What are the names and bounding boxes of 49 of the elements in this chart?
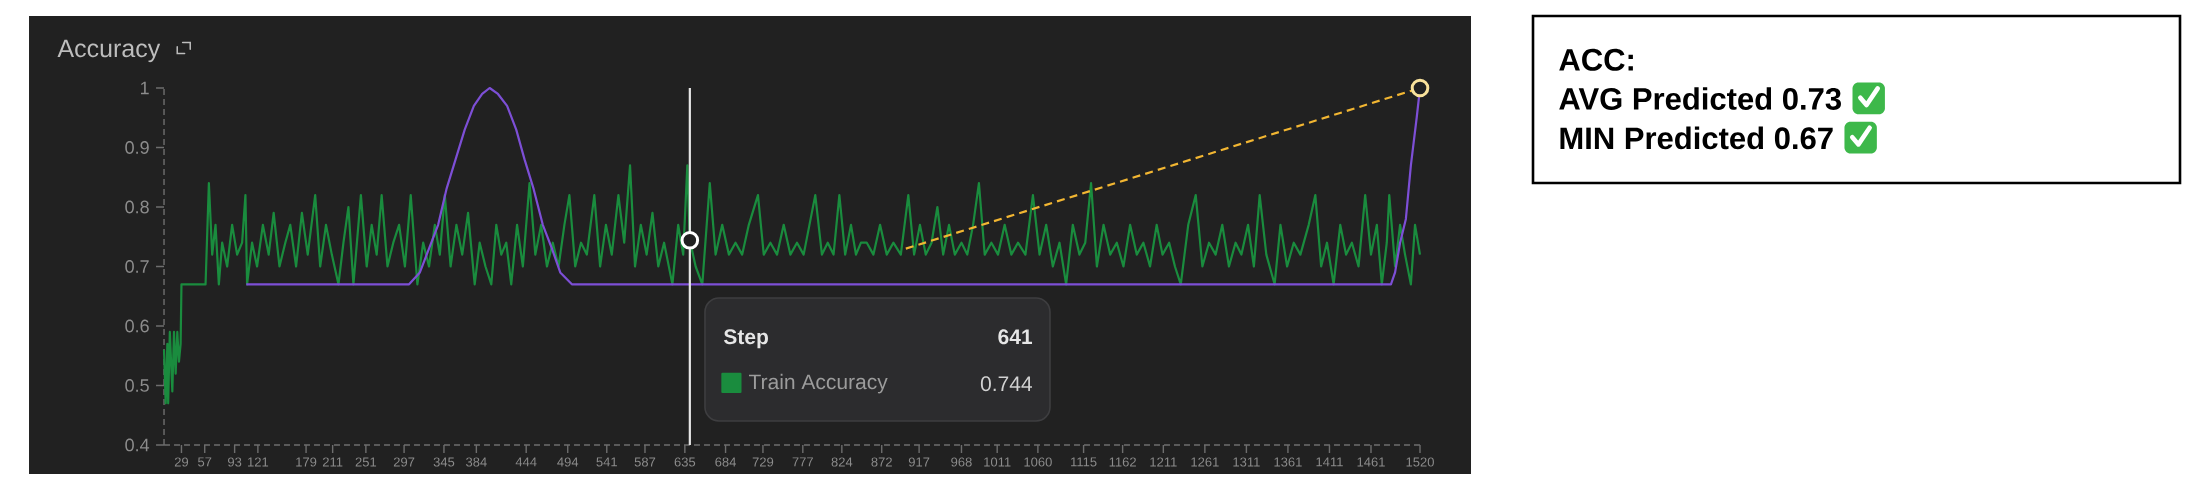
x-tick-label: 1162: [1109, 457, 1136, 467]
x-tick-label: 121: [248, 457, 269, 467]
legend-label: Train Accuracy: [749, 373, 888, 394]
text: MIN Predicted 0.67: [1560, 126, 1833, 150]
x-tick-label: 872: [871, 457, 892, 467]
x-tick-label: 1361: [1274, 457, 1302, 467]
x-tick-label: 251: [355, 457, 377, 467]
x-tick-label: 1060: [1024, 457, 1052, 467]
annotation: 641: [998, 329, 1033, 345]
x-tick-label: 297: [393, 457, 415, 467]
x-tick-label: 587: [634, 457, 656, 467]
x-tick-label: 57: [198, 457, 212, 467]
x-tick-label: 635: [674, 457, 696, 467]
x-tick-label: 541: [596, 457, 617, 467]
y-tick-label: 0.9: [125, 141, 149, 154]
x-tick-label: 1461: [1357, 457, 1385, 467]
x-tick-label: 1011: [984, 457, 1011, 467]
line-series: [162, 164, 1422, 405]
x-tick-label: 777: [792, 457, 813, 467]
x-tick-label: 444: [515, 457, 537, 467]
chart-title: Accuracy: [57, 39, 161, 63]
x-tick-label: 93: [227, 457, 242, 467]
x-tick-label: 917: [908, 457, 930, 467]
x-tick-label: 494: [557, 457, 579, 467]
text: ACC:: [1559, 48, 1633, 71]
x-tick-label: 1311: [1233, 457, 1260, 467]
annotation: Step: [723, 329, 768, 349]
y-tick-label: 0.8: [125, 200, 149, 214]
x-tick-label: 1115: [1071, 457, 1097, 467]
text: AVG Predicted 0.73: [1559, 87, 1841, 110]
x-tick-label: 384: [466, 457, 487, 467]
y-tick-label: 0.4: [125, 438, 150, 452]
x-tick-label: 1520: [1406, 457, 1434, 467]
x-tick-label: 968: [951, 457, 972, 467]
x-tick-label: 29: [174, 457, 189, 467]
y-tick-label: 0.6: [125, 319, 149, 333]
x-tick-label: 345: [433, 457, 455, 467]
annotation: 0.744: [980, 376, 1032, 392]
y-tick-label: 1: [140, 81, 149, 95]
x-tick-label: 1261: [1191, 457, 1219, 467]
x-tick-label: 824: [831, 457, 853, 467]
x-tick-label: 211: [322, 457, 343, 467]
x-tick-label: 179: [296, 457, 317, 467]
x-tick-label: 1211: [1150, 457, 1177, 467]
x-tick-label: 1411: [1316, 457, 1343, 467]
x-tick-label: 729: [752, 457, 774, 467]
y-tick-label: 0.7: [125, 260, 149, 273]
y-tick-label: 0.5: [125, 379, 149, 392]
x-tick-label: 684: [715, 457, 737, 467]
